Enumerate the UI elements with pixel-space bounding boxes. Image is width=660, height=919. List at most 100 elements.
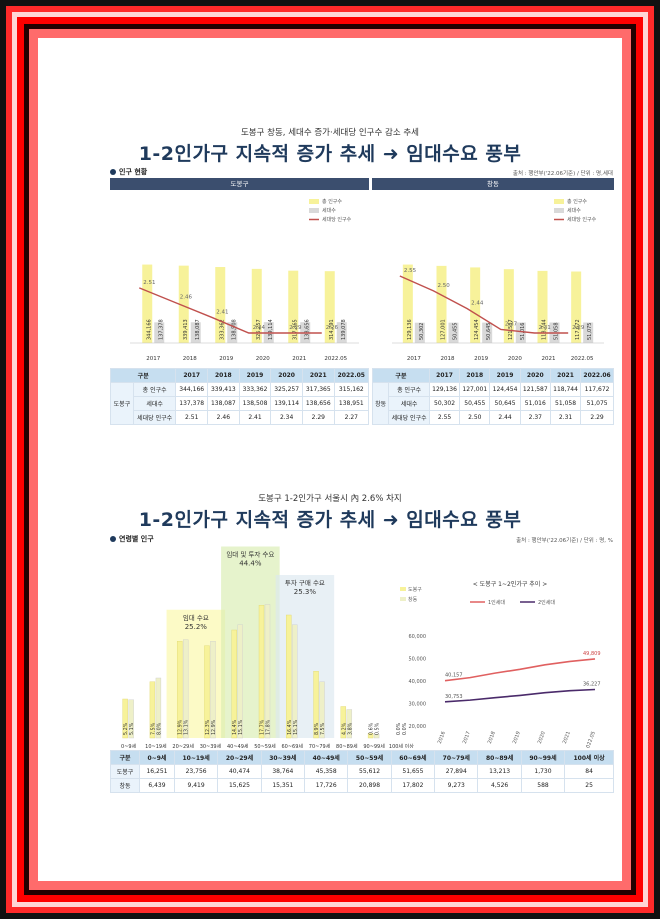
legend-label: 창동	[408, 596, 418, 603]
legend-label: 2인세대	[538, 599, 555, 606]
x-tick-label: 2019	[219, 356, 233, 362]
table-cell: 2.46	[207, 410, 240, 425]
x-tick-label: 20~29세	[172, 743, 194, 748]
section-age-population: 연령별 인구	[110, 534, 154, 544]
callout-value: 44.4%	[239, 560, 262, 568]
table-header-cell: 2018	[207, 368, 240, 383]
bar-label-changdong: 15.1%	[238, 719, 244, 735]
table-cell: 15,625	[217, 778, 262, 793]
bar-label-changdong: 0.0%	[402, 722, 408, 735]
bar-label-households: 51,058	[554, 323, 560, 341]
bar-households	[482, 322, 493, 343]
table-cell: 588	[520, 778, 566, 793]
table-header-cell: 2022.06	[580, 368, 614, 383]
table-cell: 2.50	[459, 410, 491, 425]
x-tick-label: 2022.05	[584, 731, 597, 748]
line-persons-per-household	[138, 287, 322, 334]
x-tick-label: 40~49세	[227, 743, 249, 748]
bar-label-dobong: 5.2%	[123, 722, 129, 735]
bar-label-households: 137,378	[158, 319, 164, 340]
table-header-cell: 구분	[110, 750, 140, 765]
title-1: 1-2인가구 지속적 증가 추세 ➜ 임대수요 풍부	[138, 143, 522, 165]
legend-swatch	[400, 597, 406, 601]
bar-label-population: 124,454	[474, 319, 480, 340]
table-cell: 127,001	[459, 382, 491, 397]
table-cell: 1,730	[520, 764, 566, 779]
table-header-cell: 30~39세	[260, 750, 306, 765]
table-header-cell: 100세 이상	[564, 750, 614, 765]
table-cell: 4,526	[477, 778, 522, 793]
y-tick-label: 40,000	[409, 679, 427, 685]
subtitle-2: 도봉구 1-2인가구 서울시 內 2.6% 차지	[258, 494, 402, 504]
table-cell: 84	[564, 764, 614, 779]
table-cell: 2.34	[270, 410, 303, 425]
x-tick-label: 2020	[508, 356, 522, 362]
table-header-cell: 2020	[270, 368, 303, 383]
table-cell: 9,273	[434, 778, 479, 793]
table-cell: 137,378	[175, 396, 209, 411]
table-cell: 17,726	[304, 778, 349, 793]
table-cell: 25	[564, 778, 614, 793]
bar-population	[324, 271, 335, 343]
table-cell: 38,764	[260, 764, 306, 779]
line-persons-per-household	[399, 275, 569, 334]
table-header-row: 구분 0~9세 10~19세 20~29세 30~39세 40~49세 50~59세 60~6…	[110, 750, 614, 765]
bar-label-changdong: 12.9%	[211, 719, 217, 735]
bar-label-population: 344,166	[146, 319, 152, 340]
title-2: 1-2인가구 지속적 증가 추세 ➜ 임대수요 풍부	[138, 509, 522, 531]
x-tick-label: 2018	[183, 356, 197, 362]
x-tick-label: 30~39세	[200, 743, 222, 748]
table-row: 세대수 50,302 50,455 50,645 51,016 51,058 51,075	[373, 396, 614, 411]
table-row: 세대수 137,378 138,087 138,508 139,114 138,656 13…	[111, 396, 370, 411]
table-cell: 138,656	[301, 396, 335, 411]
table-header-cell: 2022.05	[333, 368, 370, 383]
table-cell: 2.31	[549, 410, 582, 425]
legend-label: 세대당 인구수	[567, 216, 597, 223]
x-tick-label: 2020	[256, 356, 270, 362]
table-row: 창동 6,439 9,419 15,625 15,351 17,726 20,898 17,8…	[110, 778, 614, 793]
table-cell: 2.29	[580, 410, 614, 425]
bar-changdong	[319, 681, 325, 739]
table-cell: 6,439	[138, 778, 175, 793]
y-tick-label: 20,000	[409, 724, 427, 730]
legend-label: 세대수	[567, 207, 581, 214]
table-header-cell: 2019	[238, 368, 272, 383]
table-header-cell: 0~9세	[138, 750, 175, 765]
table-header-row: 구분 2017 2018 2019 2020 2021 2022.05	[109, 368, 370, 383]
line-point-label: 2.51	[143, 280, 155, 286]
bar-population	[571, 271, 582, 343]
y-tick-label: 50,000	[409, 657, 427, 663]
bar-label-changdong: 5.1%	[129, 722, 135, 735]
table-cell: 50,302	[428, 396, 461, 411]
x-tick-label: 2020	[537, 731, 547, 745]
x-tick-label: 60~69세	[282, 743, 304, 748]
bar-label-dobong: 12.9%	[178, 719, 184, 735]
bar-label-changdong: 7.5%	[320, 722, 326, 735]
x-tick-label: 2017	[462, 731, 472, 745]
x-tick-label: 80~89세	[336, 743, 358, 748]
table-cell: 세대당 인구수	[388, 410, 430, 425]
table-cell: 27,894	[434, 764, 479, 779]
bar-population	[251, 268, 262, 343]
table-header-cell: 2019	[489, 368, 521, 383]
bar-label-changdong: 17.8%	[266, 719, 272, 735]
bar-changdong	[155, 677, 162, 739]
bar-dobong	[149, 681, 156, 739]
table-cell: 55,612	[347, 764, 392, 779]
table-cell: 51,655	[390, 764, 436, 779]
line-point-label: 2.29	[572, 325, 585, 331]
table-cell: 23,756	[173, 764, 219, 779]
table-header-cell: 90~99세	[520, 750, 566, 765]
bar-households	[515, 322, 526, 343]
table-cell: 117,672	[580, 382, 614, 397]
x-tick-label: 90~99세	[363, 743, 385, 748]
bar-label-households: 138,087	[195, 319, 201, 340]
legend-swatch	[554, 208, 564, 213]
bar-label-population: 333,362	[219, 319, 225, 340]
table-cell: 2.27	[333, 410, 370, 425]
table-cell: 124,454	[489, 382, 521, 397]
bar-population	[537, 270, 548, 343]
legend-swatch	[554, 199, 564, 204]
table-cell: 2.29	[301, 410, 335, 425]
line-1-person-households	[444, 658, 596, 682]
